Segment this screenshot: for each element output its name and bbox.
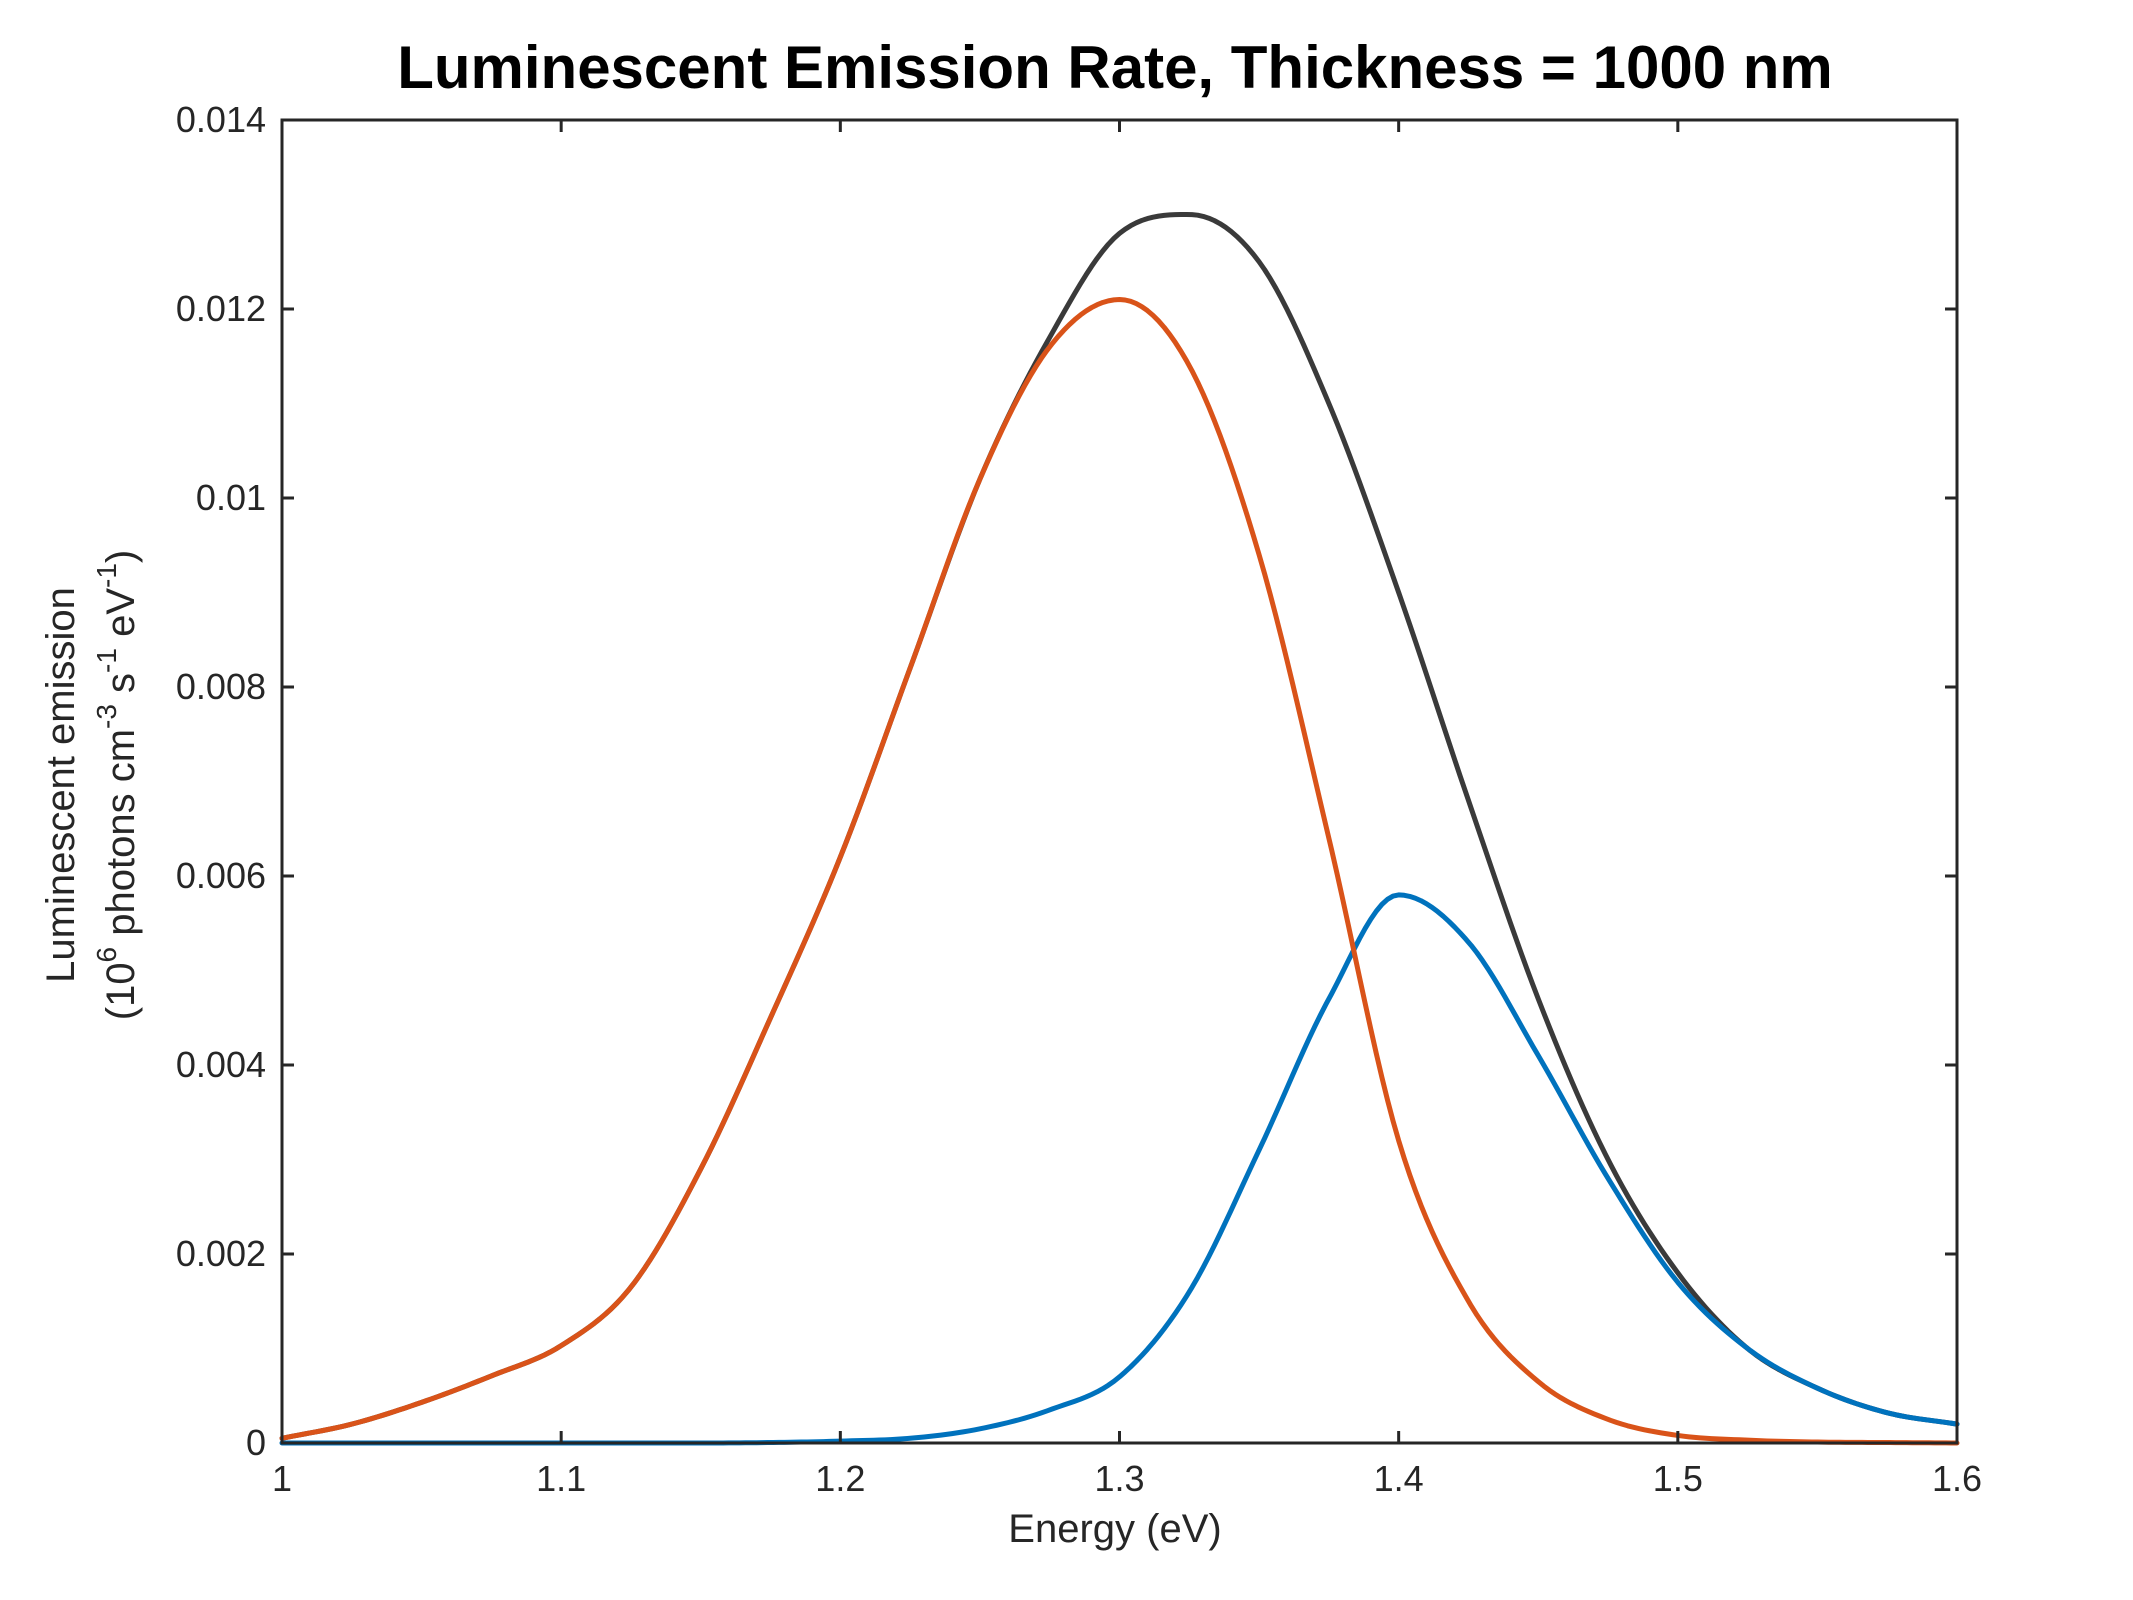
y-tick-label: 0.006 (176, 855, 266, 896)
series-line-total (279, 212, 1960, 1441)
x-tick-label: 1.4 (1374, 1458, 1424, 1499)
x-tick-label: 1.2 (815, 1458, 865, 1499)
y-axis-label-s: s (99, 673, 143, 704)
x-tick-label: 1.1 (536, 1458, 586, 1499)
y-tick-label: 0.002 (176, 1233, 266, 1274)
y-axis-label-exp-minus1-a: -1 (91, 648, 122, 673)
y-axis-label-prefix: (10 (99, 962, 143, 1020)
y-axis-label: Luminescent emission (106 photons cm-3 s… (39, 550, 143, 1021)
x-tick-label: 1.5 (1653, 1458, 1703, 1499)
y-axis-label-exp-minus1-b: -1 (91, 563, 122, 588)
y-tick-label: 0.014 (176, 99, 266, 140)
chart-title: Luminescent Emission Rate, Thickness = 1… (397, 34, 1833, 101)
y-tick-label: 0.004 (176, 1044, 266, 1085)
series-layer (279, 212, 1960, 1446)
x-tick-label: 1.3 (1094, 1458, 1144, 1499)
y-axis-label-close: ) (99, 550, 143, 563)
y-axis-label-line1: Luminescent emission (39, 587, 83, 983)
y-tick-label: 0.012 (176, 288, 266, 329)
y-axis-label-line2: (106 photons cm-3 s-1 eV-1) (91, 550, 143, 1021)
y-axis-label-exp-6: 6 (91, 947, 122, 963)
x-tick-layer: 1 1.1 1.2 1.3 1.4 1.5 1.6 (272, 120, 1982, 1499)
x-axis-label: Energy (eV) (1008, 1507, 1221, 1551)
x-tick-label: 1 (272, 1458, 292, 1499)
y-axis-label-exp-minus3: -3 (91, 704, 122, 729)
y-axis-label-ev: eV (99, 588, 143, 648)
y-tick-label: 0.008 (176, 666, 266, 707)
y-axis-label-photons: photons cm (99, 729, 143, 947)
y-tick-label: 0.01 (196, 477, 266, 518)
y-tick-label: 0 (246, 1422, 266, 1463)
series-line-component-1 (279, 297, 1960, 1446)
plot-box (280, 118, 1959, 1445)
y-tick-layer: 0 0.002 0.004 0.006 0.008 0.01 0.012 0.014 (176, 99, 1957, 1463)
x-tick-label: 1.6 (1932, 1458, 1982, 1499)
axes-layer (280, 118, 1959, 1445)
